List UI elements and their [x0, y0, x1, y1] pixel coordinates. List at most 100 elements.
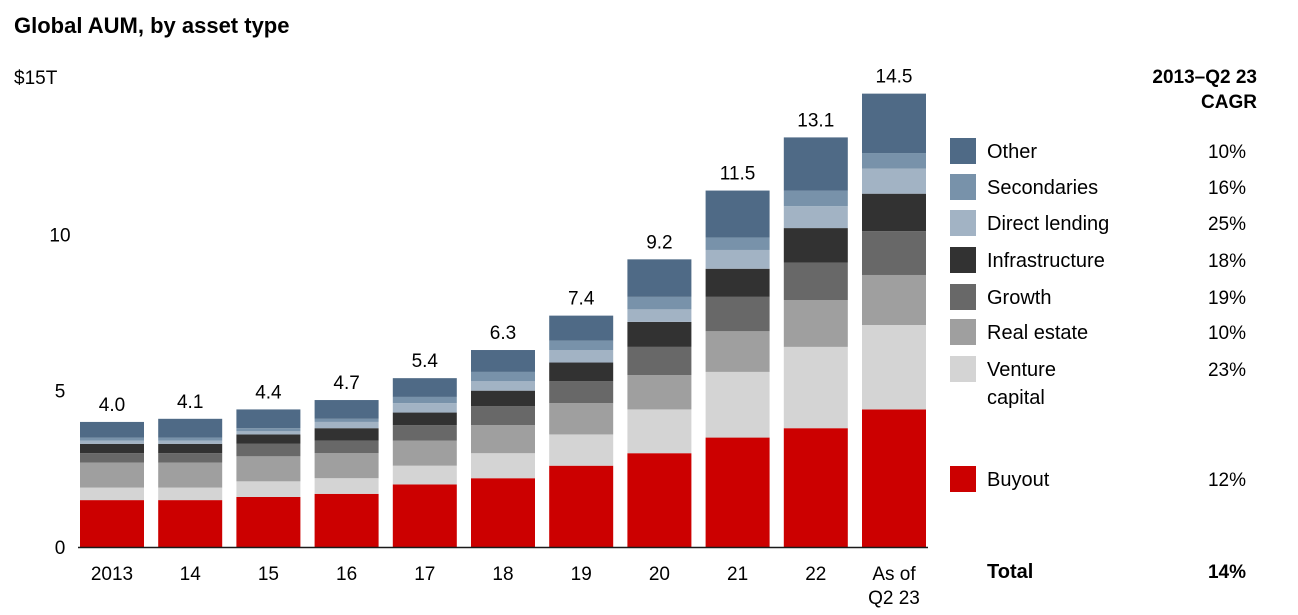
legend-label-buyout: Buyout	[987, 469, 1050, 491]
bar-segment-other	[471, 350, 535, 372]
cagr-value-secondaries: 16%	[1208, 178, 1246, 199]
bar-segment-venture-capital	[627, 409, 692, 454]
bar-segment-secondaries	[705, 237, 770, 250]
bar-total-labels: 4.0 4.1 4.4 4.7 5.4 6.3 7.4 9.2 11.5 13.1 14.5	[99, 67, 913, 416]
bar-segment-secondaries	[471, 371, 535, 382]
bar-segment-buyout	[236, 496, 301, 547]
bar-segment-venture-capital	[705, 371, 770, 438]
bar-segment-infrastructure	[80, 443, 144, 454]
bar-segment-other	[80, 421, 144, 438]
bar-segment-infrastructure	[471, 390, 535, 407]
bar-segment-growth	[471, 406, 535, 426]
bar-segment-venture-capital	[549, 434, 614, 466]
bar-total-label: 4.7	[333, 373, 359, 394]
legend-label-direct-lending: Direct lending	[987, 213, 1109, 235]
cagr-value-infrastructure: 18%	[1208, 251, 1246, 272]
x-category-label: Q2 23	[868, 588, 920, 609]
y-tick-label: 5	[55, 382, 66, 403]
bar-segment-other	[236, 409, 301, 429]
bar-segment-real-estate	[627, 375, 692, 410]
legend-swatch-secondaries	[950, 174, 976, 200]
total-row-label: Total	[987, 561, 1033, 583]
bar-segment-secondaries	[314, 418, 379, 422]
bar-segment-buyout	[549, 465, 614, 547]
legend-swatch-growth	[950, 284, 976, 310]
bar-segment-real-estate	[158, 462, 223, 488]
x-category-label: 16	[336, 564, 357, 585]
bar-segment-real-estate	[862, 274, 926, 326]
chart-title: Global AUM, by asset type	[14, 13, 289, 38]
legend-swatch-buyout	[950, 466, 976, 492]
legend-swatch-infrastructure	[950, 247, 976, 273]
bar-segment-direct-lending	[549, 350, 614, 363]
bar-segment-buyout	[314, 493, 379, 547]
bar-segment-real-estate	[705, 331, 770, 372]
cagr-value-other: 10%	[1208, 142, 1246, 163]
bar-segment-growth	[158, 453, 223, 463]
bar-segment-other	[549, 315, 614, 341]
x-category-label: 17	[414, 564, 435, 585]
bar-segment-secondaries	[236, 428, 301, 432]
bar-segment-direct-lending	[705, 249, 770, 269]
bar-segment-buyout	[80, 500, 144, 547]
bar-segment-direct-lending	[471, 381, 535, 391]
legend-label-secondaries: Secondaries	[987, 177, 1098, 199]
bar-segment-infrastructure	[862, 193, 926, 232]
legend-label-real-estate: Real estate	[987, 322, 1088, 344]
bar-segment-real-estate	[314, 453, 379, 479]
x-category-label: As of	[872, 564, 916, 585]
bar-segment-infrastructure	[783, 228, 848, 263]
bar-segment-infrastructure	[158, 443, 223, 454]
x-category-label: 20	[649, 564, 670, 585]
bar-segment-growth	[236, 443, 301, 457]
bar-segment-real-estate	[783, 299, 848, 347]
bar-segment-other	[314, 400, 379, 419]
legend-swatch-venture-capital	[950, 356, 976, 382]
bar-segment-other	[783, 137, 848, 191]
bar-segment-venture-capital	[783, 346, 848, 429]
bar-segment-venture-capital	[392, 465, 457, 485]
bar-segment-growth	[392, 425, 457, 441]
bar-total-label: 14.5	[876, 67, 913, 88]
bar-segment-direct-lending	[627, 309, 692, 322]
bar-total-label: 13.1	[797, 110, 834, 131]
y-axis-ticks: 0 5 10	[49, 225, 70, 559]
bar-segment-direct-lending	[862, 168, 926, 194]
bar-segment-buyout	[783, 428, 848, 547]
x-category-label: 19	[571, 564, 592, 585]
x-category-label: 2013	[91, 564, 133, 585]
bar-segment-venture-capital	[862, 325, 926, 410]
bar-segment-buyout	[862, 409, 926, 547]
bar-segment-real-estate	[471, 425, 535, 454]
bars	[80, 93, 926, 547]
bar-total-label: 6.3	[490, 323, 516, 344]
bar-segment-venture-capital	[80, 487, 144, 501]
bar-total-label: 4.4	[255, 382, 282, 403]
bar-segment-venture-capital	[471, 453, 535, 479]
bar-segment-secondaries	[158, 437, 223, 441]
x-category-label: 14	[180, 564, 202, 585]
bar-segment-buyout	[158, 500, 223, 547]
legend-swatch-other	[950, 138, 976, 164]
bar-segment-infrastructure	[236, 434, 301, 444]
bar-segment-venture-capital	[158, 487, 223, 501]
legend-swatch-direct-lending	[950, 210, 976, 236]
bar-segment-secondaries	[783, 190, 848, 207]
bar-segment-venture-capital	[236, 481, 301, 497]
bar-segment-growth	[705, 296, 770, 332]
bar-segment-buyout	[392, 484, 457, 547]
x-category-label: 18	[492, 564, 513, 585]
bar-segment-infrastructure	[627, 321, 692, 347]
bar-segment-growth	[80, 453, 144, 463]
legend-label-infrastructure: Infrastructure	[987, 250, 1105, 272]
x-category-label: 22	[805, 564, 826, 585]
legend: Other Secondaries Direct lending Infrastruc…	[950, 138, 1109, 583]
bar-segment-growth	[549, 381, 614, 404]
bar-segment-buyout	[705, 437, 770, 547]
x-axis-category-labels: 2013 14 15 16 17 18 19 20 21 22 As of Q2 23	[91, 564, 920, 609]
legend-label-other: Other	[987, 141, 1037, 163]
bar-segment-direct-lending	[783, 206, 848, 229]
cagr-value-real-estate: 10%	[1208, 323, 1246, 344]
bar-total-label: 11.5	[720, 164, 756, 185]
